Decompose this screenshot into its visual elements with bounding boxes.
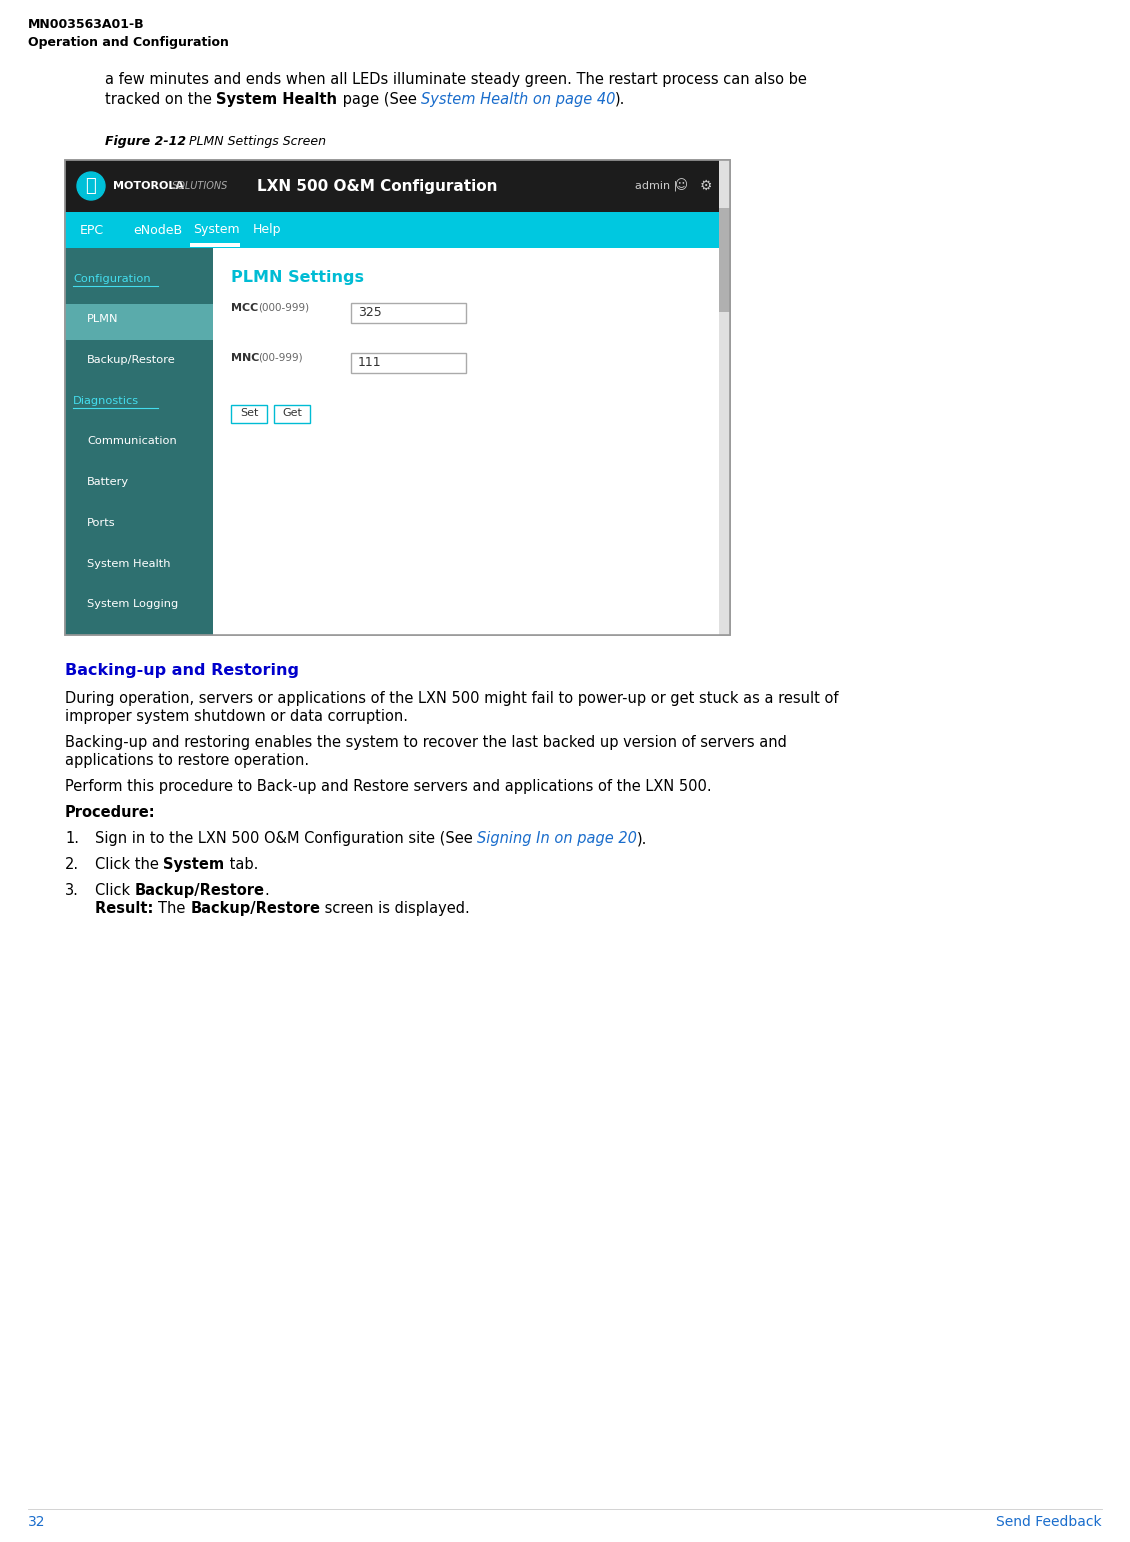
Text: Operation and Configuration: Operation and Configuration xyxy=(28,35,229,49)
Text: (000-999): (000-999) xyxy=(258,302,310,313)
Text: System: System xyxy=(164,857,225,871)
Bar xyxy=(273,406,310,423)
Text: Procedure:: Procedure: xyxy=(66,805,156,820)
Text: Perform this procedure to Back-up and Restore servers and applications of the LX: Perform this procedure to Back-up and Re… xyxy=(66,779,712,794)
Text: System: System xyxy=(193,224,240,236)
Circle shape xyxy=(77,173,105,200)
Text: tracked on the: tracked on the xyxy=(105,93,217,106)
Text: Help: Help xyxy=(253,224,281,236)
Bar xyxy=(719,208,730,311)
Text: Ports: Ports xyxy=(87,518,115,527)
Text: Signing In on page 20: Signing In on page 20 xyxy=(477,831,637,847)
Text: Click: Click xyxy=(95,884,134,897)
Bar xyxy=(66,160,730,211)
Bar xyxy=(66,211,730,248)
Text: ).: ). xyxy=(616,93,626,106)
Text: ☺: ☺ xyxy=(675,179,688,193)
Text: Backup/Restore: Backup/Restore xyxy=(87,355,176,365)
Bar xyxy=(66,304,212,341)
Text: improper system shutdown or data corruption.: improper system shutdown or data corrupt… xyxy=(66,709,408,725)
Bar xyxy=(351,302,466,322)
Text: ⚙: ⚙ xyxy=(699,179,713,193)
Text: Figure 2-12: Figure 2-12 xyxy=(105,136,186,148)
Text: Configuration: Configuration xyxy=(73,273,150,284)
Bar xyxy=(212,248,730,635)
Text: Backing-up and restoring enables the system to recover the last backed up versio: Backing-up and restoring enables the sys… xyxy=(66,736,786,749)
Text: 3.: 3. xyxy=(66,884,79,897)
Bar xyxy=(231,406,267,423)
Text: a few minutes and ends when all LEDs illuminate steady green. The restart proces: a few minutes and ends when all LEDs ill… xyxy=(105,72,807,86)
Text: Set: Set xyxy=(240,409,258,418)
Text: 325: 325 xyxy=(358,307,382,319)
Bar xyxy=(351,353,466,373)
Text: screen is displayed.: screen is displayed. xyxy=(321,901,470,916)
Text: PLMN Settings: PLMN Settings xyxy=(231,270,364,285)
Bar xyxy=(719,160,730,635)
Text: Ⓜ: Ⓜ xyxy=(86,177,96,194)
Text: 32: 32 xyxy=(28,1514,45,1530)
Text: 1.: 1. xyxy=(66,831,79,847)
Text: eNodeB: eNodeB xyxy=(133,224,182,236)
Text: tab.: tab. xyxy=(225,857,258,871)
Text: The: The xyxy=(158,901,191,916)
Bar xyxy=(66,160,730,635)
Text: (00-999): (00-999) xyxy=(258,353,303,362)
Text: Result:: Result: xyxy=(95,901,158,916)
Text: Sign in to the LXN 500 O&M Configuration site (See: Sign in to the LXN 500 O&M Configuration… xyxy=(95,831,477,847)
Bar xyxy=(190,244,240,247)
Text: Communication: Communication xyxy=(87,436,176,447)
Text: Get: Get xyxy=(282,409,302,418)
Bar xyxy=(66,248,212,635)
Text: 111: 111 xyxy=(358,356,382,370)
Text: Battery: Battery xyxy=(87,476,129,487)
Text: System Health on page 40: System Health on page 40 xyxy=(421,93,616,106)
Text: Click the: Click the xyxy=(95,857,164,871)
Text: page (See: page (See xyxy=(338,93,421,106)
Text: System Health: System Health xyxy=(87,558,171,569)
Text: Send Feedback: Send Feedback xyxy=(997,1514,1102,1530)
Text: PLMN Settings Screen: PLMN Settings Screen xyxy=(177,136,325,148)
Text: ).: ). xyxy=(637,831,647,847)
Text: Diagnostics: Diagnostics xyxy=(73,396,139,406)
Text: MOTOROLA: MOTOROLA xyxy=(113,180,184,191)
Text: Backup/Restore: Backup/Restore xyxy=(191,901,321,916)
Text: During operation, servers or applications of the LXN 500 might fail to power-up : During operation, servers or application… xyxy=(66,691,838,706)
Text: applications to restore operation.: applications to restore operation. xyxy=(66,752,310,768)
Text: System Health: System Health xyxy=(217,93,338,106)
Text: SOLUTIONS: SOLUTIONS xyxy=(172,180,228,191)
Text: Backing-up and Restoring: Backing-up and Restoring xyxy=(66,663,299,678)
Bar xyxy=(66,160,730,635)
Text: MCC: MCC xyxy=(231,302,259,313)
Text: MNC: MNC xyxy=(231,353,260,362)
Text: admin |: admin | xyxy=(635,180,677,191)
Text: PLMN: PLMN xyxy=(87,315,119,324)
Text: LXN 500 O&M Configuration: LXN 500 O&M Configuration xyxy=(258,179,497,193)
Text: System Logging: System Logging xyxy=(87,600,179,609)
Text: Backup/Restore: Backup/Restore xyxy=(134,884,264,897)
Text: 2.: 2. xyxy=(66,857,79,871)
Text: .: . xyxy=(264,884,269,897)
Text: EPC: EPC xyxy=(80,224,104,236)
Text: MN003563A01-B: MN003563A01-B xyxy=(28,19,145,31)
